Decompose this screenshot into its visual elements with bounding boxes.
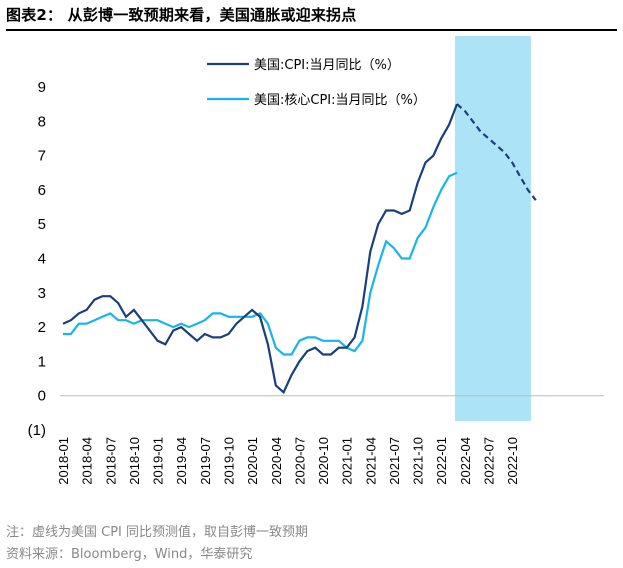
x-tick-label: 2021-10 bbox=[411, 437, 426, 485]
y-tick-label: (1) bbox=[28, 422, 46, 439]
figure-title: 图表2： 从彭博一致预期来看，美国通胀或迎来拐点 bbox=[6, 6, 357, 24]
y-tick-label: 0 bbox=[38, 388, 46, 405]
x-tick-label: 2020-01 bbox=[245, 437, 260, 485]
x-tick-label: 2019-10 bbox=[221, 437, 236, 485]
x-tick-label: 2019-04 bbox=[174, 437, 189, 485]
x-tick-label: 2018-10 bbox=[127, 437, 142, 485]
x-tick-label: 2019-07 bbox=[198, 437, 213, 485]
legend-label-headline: 美国:CPI:当月同比（%） bbox=[254, 58, 400, 73]
x-tick-label: 2018-07 bbox=[103, 437, 118, 485]
x-tick-label: 2020-04 bbox=[269, 437, 284, 485]
x-tick-label: 2022-01 bbox=[434, 437, 449, 485]
y-tick-label: 4 bbox=[38, 251, 46, 268]
x-tick-label: 2022-10 bbox=[505, 437, 520, 485]
core-cpi-line bbox=[63, 171, 458, 356]
y-tick-label: 2 bbox=[38, 319, 46, 336]
y-tick-label: 6 bbox=[38, 182, 46, 199]
y-tick-label: 9 bbox=[38, 79, 46, 96]
legend-label-core: 美国:核心CPI:当月同比（%） bbox=[254, 93, 426, 108]
headline-cpi-line bbox=[62, 103, 459, 395]
chart-note: 注：虚线为美国 CPI 同比预测值，取自彭博一致预期 bbox=[6, 525, 309, 540]
y-tick-label: 1 bbox=[38, 353, 46, 370]
title-rule bbox=[6, 29, 617, 31]
y-tick-label: 3 bbox=[38, 285, 46, 302]
y-tick-label: 7 bbox=[38, 148, 46, 165]
x-tick-label: 2022-04 bbox=[458, 437, 473, 485]
source-note: 资料来源：Bloomberg，Wind，华泰研究 bbox=[6, 547, 253, 562]
x-tick-label: 2022-07 bbox=[482, 437, 497, 485]
x-tick-label: 2020-10 bbox=[316, 437, 331, 485]
x-axis: 2018-01 2018-04 2018-07 2018-10 2019-01 2019-… bbox=[56, 437, 520, 485]
x-tick-label: 2019-01 bbox=[151, 437, 166, 485]
headline-cpi-forecast-line bbox=[456, 103, 537, 201]
x-tick-label: 2018-01 bbox=[56, 437, 71, 485]
y-tick-label: 8 bbox=[38, 113, 46, 130]
y-tick-label: 5 bbox=[38, 216, 46, 233]
x-tick-label: 2018-04 bbox=[80, 437, 95, 485]
x-tick-label: 2020-07 bbox=[292, 437, 307, 485]
y-axis: (1) 0 1 2 3 4 5 6 7 8 9 bbox=[28, 79, 46, 439]
legend: 美国:CPI:当月同比（%） 美国:核心CPI:当月同比（%） bbox=[207, 58, 426, 108]
x-tick-label: 2021-07 bbox=[387, 437, 402, 485]
x-tick-label: 2021-04 bbox=[363, 437, 378, 485]
x-tick-label: 2021-01 bbox=[340, 437, 355, 485]
forecast-shading bbox=[455, 36, 531, 421]
